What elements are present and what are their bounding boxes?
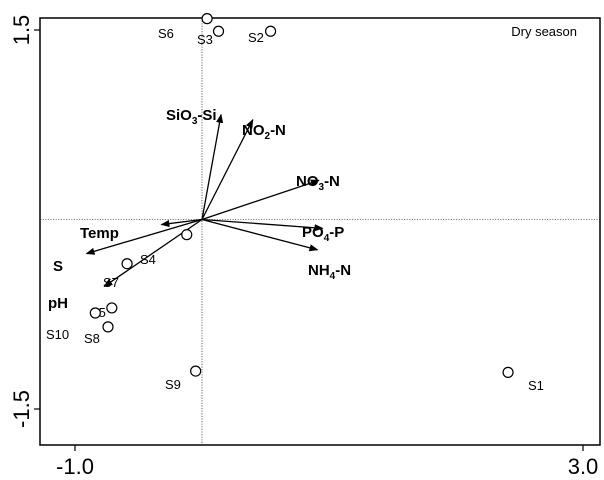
- site-label-s7: S7: [103, 275, 119, 290]
- vector-arrow-po4-p: [201, 218, 324, 232]
- site-label-s8: S8: [84, 331, 100, 346]
- vector-arrow-nh4-n: [201, 218, 319, 252]
- plot-frame: [39, 17, 601, 446]
- environmental-vectors: SiO3-Si NO2-N NO3-N PO4-P NH4-N Temp SpH: [48, 107, 351, 312]
- vector-label-no3-n: NO3-N: [296, 173, 340, 193]
- vector-label-nh4-n: NH4-N: [308, 262, 351, 282]
- site-point-s8: [102, 321, 114, 333]
- site-label-s9: S9: [165, 377, 181, 392]
- vector-label-no2-n: NO2-N: [242, 122, 286, 142]
- season-label: Dry season: [511, 24, 577, 39]
- site-point-s7: [121, 258, 133, 270]
- site-point-s10: [89, 307, 101, 319]
- site-point-s1: [502, 366, 514, 378]
- vector-arrow-temp: [160, 218, 203, 228]
- site-label-s6: S6: [158, 26, 174, 41]
- site-label-s2: S2: [248, 30, 264, 45]
- vector-label-sio3-si: SiO3-Si: [166, 107, 217, 127]
- vector-arrow-sio3-si: [201, 113, 224, 220]
- site-point-s3: [212, 25, 225, 37]
- site-label-s3: S3: [197, 32, 213, 47]
- y-tick-label: 1.5: [9, 15, 34, 46]
- vector-label-temp: Temp: [80, 225, 119, 242]
- vector-label-ph: pH: [48, 295, 68, 312]
- site-label-s4: S4: [140, 252, 156, 267]
- x-tick-label: -1.0: [56, 454, 94, 479]
- site-points: S1S2S3S4S5S6S7S8S9S10: [46, 13, 544, 393]
- y-tick-label: -1.5: [9, 390, 34, 428]
- axis-ticks: -1.0 3.0 1.5 -1.5: [9, 15, 598, 479]
- vector-label-po4-p: PO4-P: [302, 224, 344, 244]
- vector-arrow-no3-n: [201, 179, 320, 221]
- site-point-s6: [201, 13, 213, 25]
- reference-lines: [40, 18, 600, 445]
- x-tick-label: 3.0: [568, 454, 599, 479]
- site-label-s1: S1: [528, 378, 544, 393]
- vector-arrow-s: [85, 218, 203, 255]
- site-point-s4: [181, 229, 193, 241]
- vector-label-s: S: [53, 258, 63, 275]
- site-point-s2: [264, 25, 277, 37]
- vector-arrow-no2-n: [201, 118, 254, 220]
- site-point-s9: [190, 365, 202, 377]
- site-point-s5: [106, 302, 118, 314]
- site-label-s10: S10: [46, 327, 69, 342]
